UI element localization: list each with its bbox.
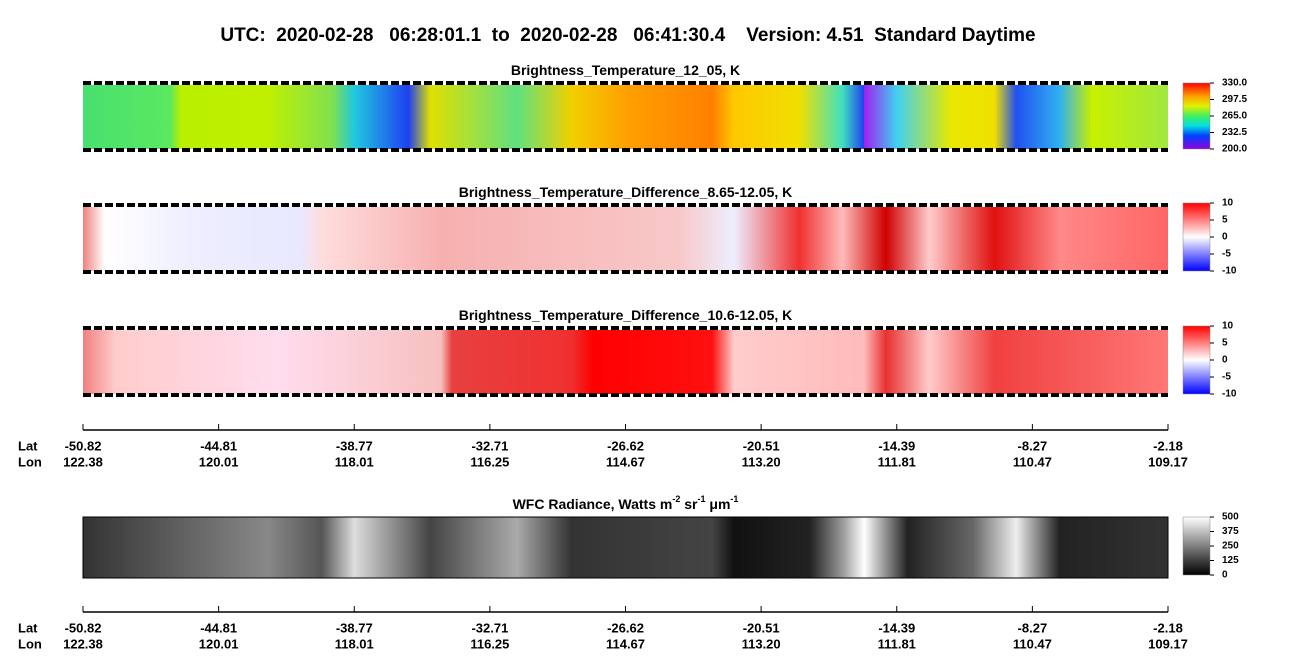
panel-title: Brightness_Temperature_12_05, K [511,62,740,78]
x-tick-label: -44.81 [200,438,237,453]
x-tick-label: 118.01 [335,454,374,469]
x-tick-label: -14.39 [878,438,915,453]
x-tick-label: -50.82 [65,620,102,635]
x-tick-label: -26.62 [607,438,644,453]
x-tick-label: -2.18 [1153,620,1183,635]
colorbar-tick-label: 375 [1222,526,1239,537]
x-tick-label: -50.82 [65,438,102,453]
x-tick-label: -8.27 [1018,438,1048,453]
panel-title: WFC Radiance, Watts m-2 sr-1 μm-1 [513,494,739,511]
title-part: WFC Radiance, Watts m [513,496,673,512]
colorbar-tick-label: 0 [1222,570,1228,581]
x-tick-label: -38.77 [336,438,373,453]
axis-row-label: Lat [18,620,38,635]
colorbar-tick-label: -10 [1222,266,1237,277]
x-tick-label: 120.01 [199,636,239,651]
x-tick-label: 111.81 [878,636,916,651]
x-tick-label: 122.38 [63,454,103,469]
x-tick-label: -32.71 [471,438,508,453]
image-strip [82,516,1169,579]
x-tick-label: 122.38 [63,636,103,651]
figure-title: UTC: 2020-02-28 06:28:01.1 to 2020-02-28… [220,25,1035,46]
x-tick-label: 110.47 [1013,454,1052,469]
colorbar-tick-label: 10 [1222,198,1234,209]
x-tick-label: 111.81 [878,454,916,469]
title-part: -1 [697,494,705,504]
x-tick-label: 116.25 [470,636,509,651]
x-tick-label: 118.01 [335,636,374,651]
x-tick-label: 113.20 [742,636,781,651]
x-tick-label: -14.39 [878,620,915,635]
colorbar [1182,516,1211,576]
colorbar-tick-label: 265.0 [1222,111,1247,122]
colorbar-tick-label: 5 [1222,338,1228,349]
x-tick-label: -8.27 [1018,620,1048,635]
title-part: -1 [730,494,738,504]
x-tick-label: 114.67 [606,454,645,469]
colorbar [1182,325,1211,395]
colorbar-tick-label: 500 [1222,512,1239,523]
colorbar [1182,82,1211,150]
x-tick-label: 109.17 [1148,454,1188,469]
colorbar-tick-label: -5 [1222,372,1231,383]
title-part: Brightness_Temperature_Difference_10.6-1… [459,307,793,323]
x-tick-label: 113.20 [742,454,781,469]
title-part: μm [705,496,730,512]
image-strip [83,330,1168,394]
colorbar-tick-label: -5 [1222,249,1231,260]
x-tick-label: 120.01 [199,454,239,469]
title-part: -2 [672,494,680,504]
title-part: Brightness_Temperature_Difference_8.65-1… [459,184,793,200]
colorbar-tick-label: 125 [1222,555,1239,566]
colorbar-tick-label: 5 [1222,215,1228,226]
x-tick-label: 110.47 [1013,636,1052,651]
title-part: sr [680,496,698,512]
panel-title: Brightness_Temperature_Difference_8.65-1… [459,184,793,200]
x-tick-label: -20.51 [743,620,780,635]
title-part: Brightness_Temperature_12_05, K [511,62,740,78]
colorbar-tick-label: 232.5 [1222,127,1247,138]
x-tick-label: -32.71 [471,620,508,635]
x-tick-label: 114.67 [606,636,645,651]
colorbar-tick-label: 297.5 [1222,94,1247,105]
x-tick-label: -2.18 [1153,438,1183,453]
axis-row-label: Lon [18,454,42,469]
image-strip [83,207,1168,271]
x-tick-label: -20.51 [743,438,780,453]
image-strip [83,85,1168,149]
axis-row-label: Lat [18,438,38,453]
panel-title: Brightness_Temperature_Difference_10.6-1… [459,307,793,323]
colorbar-tick-label: 250 [1222,541,1239,552]
colorbar-tick-label: -10 [1222,389,1237,400]
colorbar-tick-label: 10 [1222,321,1234,332]
x-tick-label: -44.81 [200,620,237,635]
x-tick-label: 116.25 [470,454,509,469]
x-tick-label: 109.17 [1148,636,1188,651]
colorbar-tick-label: 0 [1222,232,1228,243]
x-tick-label: -26.62 [607,620,644,635]
axis-row-label: Lon [18,636,42,651]
colorbar-tick-label: 330.0 [1222,78,1247,89]
colorbar-tick-label: 200.0 [1222,144,1247,155]
x-tick-label: -38.77 [336,620,373,635]
colorbar-tick-label: 0 [1222,355,1228,366]
colorbar [1182,202,1211,272]
